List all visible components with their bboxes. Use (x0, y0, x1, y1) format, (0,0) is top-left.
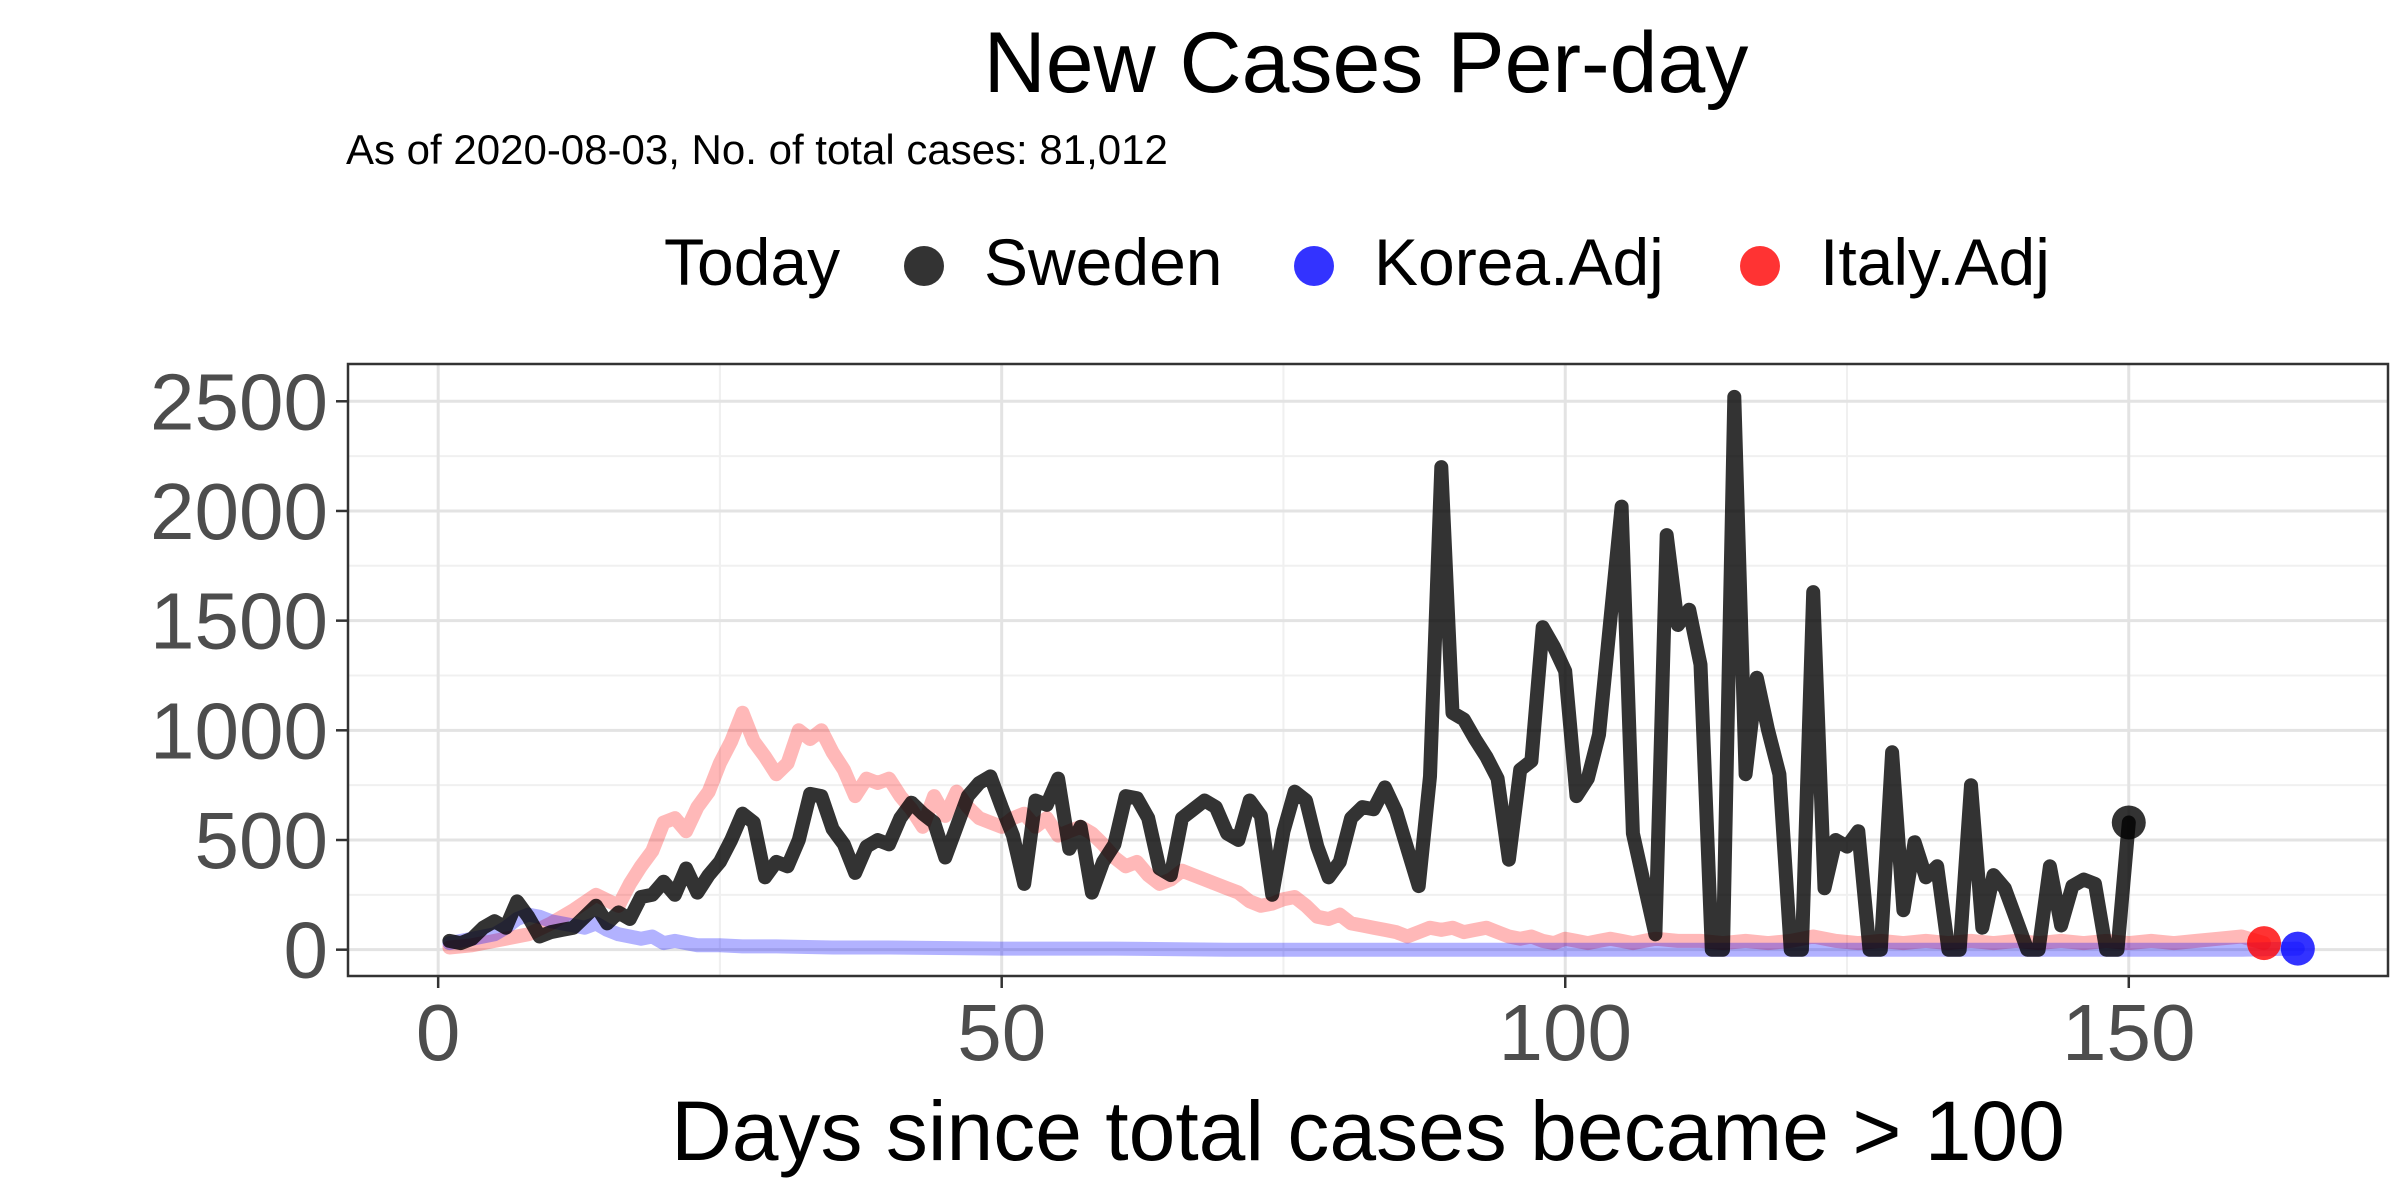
legend-key-italy (1740, 246, 1780, 286)
today-point-italy-adj (2247, 926, 2282, 961)
legend: Today Sweden Korea.Adj Italy.Adj (0, 216, 2400, 306)
today-point-korea-adj (2280, 931, 2315, 966)
y-tick-label: 2500 (150, 357, 328, 446)
legend-title: Today (664, 225, 841, 299)
x-tick-label: 50 (957, 988, 1046, 1077)
chart-subtitle: As of 2020-08-03, No. of total cases: 81… (346, 126, 1168, 173)
y-tick-label: 1000 (150, 686, 328, 775)
legend-key-korea (1294, 246, 1334, 286)
x-tick-label: 0 (416, 988, 461, 1077)
series-line-korea-adj (442, 907, 2305, 957)
series-line-sweden (442, 389, 2136, 957)
y-tick-label: 500 (195, 796, 328, 885)
y-axis: 0 500 1000 1500 2000 2500 (150, 357, 348, 995)
y-tick-label: 1500 (150, 577, 328, 666)
series-layer (442, 389, 2315, 966)
plot-panel-border (346, 362, 2390, 978)
grid (348, 364, 2388, 976)
today-point-sweden (2111, 805, 2146, 840)
y-tick-label: 2000 (150, 467, 328, 556)
x-axis-title: Days since total cases became > 100 (671, 1084, 2065, 1178)
x-tick-label: 150 (2062, 988, 2195, 1077)
x-axis: 0 50 100 150 (416, 976, 2196, 1077)
legend-key-sweden (904, 246, 944, 286)
legend-label-korea: Korea.Adj (1374, 225, 1664, 299)
y-tick-label: 0 (284, 906, 329, 995)
x-tick-label: 100 (1498, 988, 1631, 1077)
legend-label-sweden: Sweden (984, 225, 1223, 299)
chart-title: New Cases Per-day (983, 15, 1749, 111)
legend-label-italy: Italy.Adj (1820, 225, 2050, 299)
